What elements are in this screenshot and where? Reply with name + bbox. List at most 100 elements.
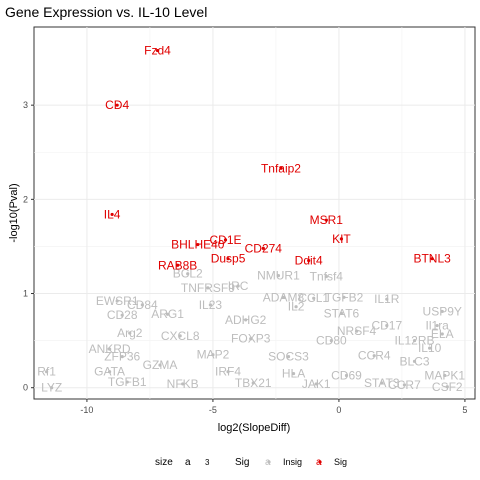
sig-gene-point-label: CD4 bbox=[105, 98, 129, 112]
insig-gene-point bbox=[45, 370, 49, 374]
insig-gene-point bbox=[354, 329, 359, 333]
x-tick-label: 0 bbox=[336, 405, 341, 415]
insig-gene-point bbox=[385, 297, 389, 301]
insig-gene-point bbox=[294, 305, 298, 309]
insig-gene-point-label: TGFB1 bbox=[108, 375, 147, 389]
axis-ticks: -10 -5 0 5 0 1 2 3 bbox=[23, 100, 467, 415]
insig-gene-point-label: CD69 bbox=[331, 368, 362, 382]
insig-gene-point-label: IL1R bbox=[374, 292, 400, 306]
insig-gene-point bbox=[324, 274, 328, 279]
insig-gene-point bbox=[206, 286, 210, 290]
insig-gene-point bbox=[435, 323, 439, 328]
sig-gene-point bbox=[223, 238, 228, 242]
insig-gene-point-label: IL23 bbox=[199, 298, 223, 312]
insig-gene-point-label: HLA bbox=[282, 367, 305, 381]
insig-gene-point-label: NRSF4 bbox=[337, 324, 377, 338]
insig-gene-point bbox=[236, 284, 240, 288]
sig-gene-point-label: BTNL3 bbox=[413, 252, 451, 266]
sig-gene-point-label: Dusp5 bbox=[211, 252, 246, 266]
insig-gene-point-label: ANKRD bbox=[89, 342, 131, 356]
insig-gene-point bbox=[128, 331, 132, 335]
insig-gene-point bbox=[211, 353, 215, 357]
insig-gene-point bbox=[108, 347, 112, 351]
sig-gene-point bbox=[307, 258, 311, 263]
insig-gene-point-label: CD80 bbox=[316, 334, 347, 348]
insig-gene-point bbox=[244, 318, 248, 322]
insig-gene-point-label: TBX21 bbox=[235, 376, 272, 390]
insig-gene-point-label: TGFB2 bbox=[325, 290, 364, 304]
sig-gene-point-label: CD1E bbox=[210, 233, 242, 247]
insig-gene-point bbox=[226, 370, 230, 374]
x-tick-label: 5 bbox=[462, 405, 467, 415]
insig-gene-point bbox=[251, 381, 255, 385]
insig-gene-point bbox=[50, 386, 54, 390]
sig-gene-point-label: Ddit4 bbox=[295, 254, 323, 268]
y-tick-label: 0 bbox=[23, 383, 28, 393]
sig-gene-point-label: CD274 bbox=[245, 241, 283, 255]
x-tick-label: -5 bbox=[209, 405, 217, 415]
sig-gene-point bbox=[430, 257, 434, 261]
insig-gene-point bbox=[339, 311, 344, 315]
insig-gene-point bbox=[165, 312, 170, 316]
y-tick-label: 2 bbox=[23, 194, 28, 204]
x-axis-title: log2(SlopeDiff) bbox=[218, 422, 291, 434]
y-tick-label: 1 bbox=[23, 289, 28, 299]
insig-gene-point bbox=[428, 346, 432, 350]
sig-gene-point bbox=[176, 263, 180, 267]
insig-gene-point-label: SOCS3 bbox=[268, 350, 309, 364]
insig-gene-point bbox=[402, 383, 407, 387]
insig-gene-point bbox=[249, 337, 253, 341]
legend-color-title: Sig bbox=[235, 457, 249, 468]
insig-gene-point-label: CCR7 bbox=[388, 378, 421, 392]
insig-gene-point bbox=[445, 385, 449, 389]
insig-gene-point-label: Il1ra bbox=[426, 319, 450, 333]
insig-gene-point bbox=[329, 339, 333, 343]
insig-gene-point-label: STAT3 bbox=[364, 376, 400, 390]
insig-gene-point bbox=[314, 382, 318, 386]
insig-gene-point bbox=[181, 382, 185, 386]
insig-gene-point bbox=[286, 355, 291, 359]
insig-gene-point-label: BLC3 bbox=[400, 354, 430, 368]
insig-gene-point-label: MAP2 bbox=[197, 348, 230, 362]
insig-gene-point-label: CD28 bbox=[107, 308, 138, 322]
sig-gene-point bbox=[261, 246, 265, 250]
legend: size a 3 Sig a Insig a Sig bbox=[155, 457, 347, 468]
sig-gene-point-label: Tnfaip2 bbox=[261, 161, 301, 175]
insig-gene-point bbox=[186, 272, 190, 276]
sig-gene-point bbox=[226, 257, 230, 261]
sig-gene-point-label: BHLHE40 bbox=[171, 238, 225, 252]
insig-gene-point bbox=[344, 373, 349, 378]
insig-gene-point-label: CXCL8 bbox=[161, 329, 200, 343]
insig-gene-point-label: IL2 bbox=[288, 300, 305, 314]
insig-gene-point-label: USP9Y bbox=[423, 304, 462, 318]
insig-gene-point-label: Rf1 bbox=[37, 365, 56, 379]
insig-gene-point-label: NFKB bbox=[167, 377, 199, 391]
insig-gene-point bbox=[312, 296, 316, 300]
insig-gene-point-label: GATA bbox=[94, 365, 125, 379]
insig-gene-point bbox=[342, 295, 346, 299]
insig-gene-point bbox=[443, 373, 447, 378]
sig-gene-point bbox=[196, 242, 200, 247]
y-axis-title: -log10(Pval) bbox=[8, 183, 20, 242]
insig-gene-point bbox=[125, 380, 129, 384]
sig-gene-point bbox=[115, 103, 119, 107]
insig-gene-point-label: EWSR1 bbox=[96, 294, 139, 308]
insig-gene-point bbox=[281, 295, 286, 299]
insig-gene-point-label: IL10 bbox=[418, 341, 442, 355]
legend-sig-dot bbox=[318, 460, 322, 464]
insig-gene-point-label: IRC bbox=[228, 279, 249, 293]
sig-gene-point-label: KIT bbox=[332, 232, 351, 246]
sig-gene-point bbox=[339, 237, 344, 241]
insig-gene-point bbox=[115, 299, 119, 303]
sig-gene-point-label: RAB8B bbox=[158, 258, 197, 272]
insig-gene-point-label: LYZ bbox=[41, 381, 62, 395]
insig-gene-point-label: MAPK1 bbox=[424, 368, 465, 382]
insig-gene-point-label: JAK1 bbox=[302, 377, 331, 391]
insig-gene-point bbox=[120, 313, 124, 317]
sig-gene-point bbox=[110, 212, 114, 217]
insig-gene-point-label: CSF2 bbox=[432, 380, 463, 394]
insig-gene-point bbox=[385, 323, 389, 328]
